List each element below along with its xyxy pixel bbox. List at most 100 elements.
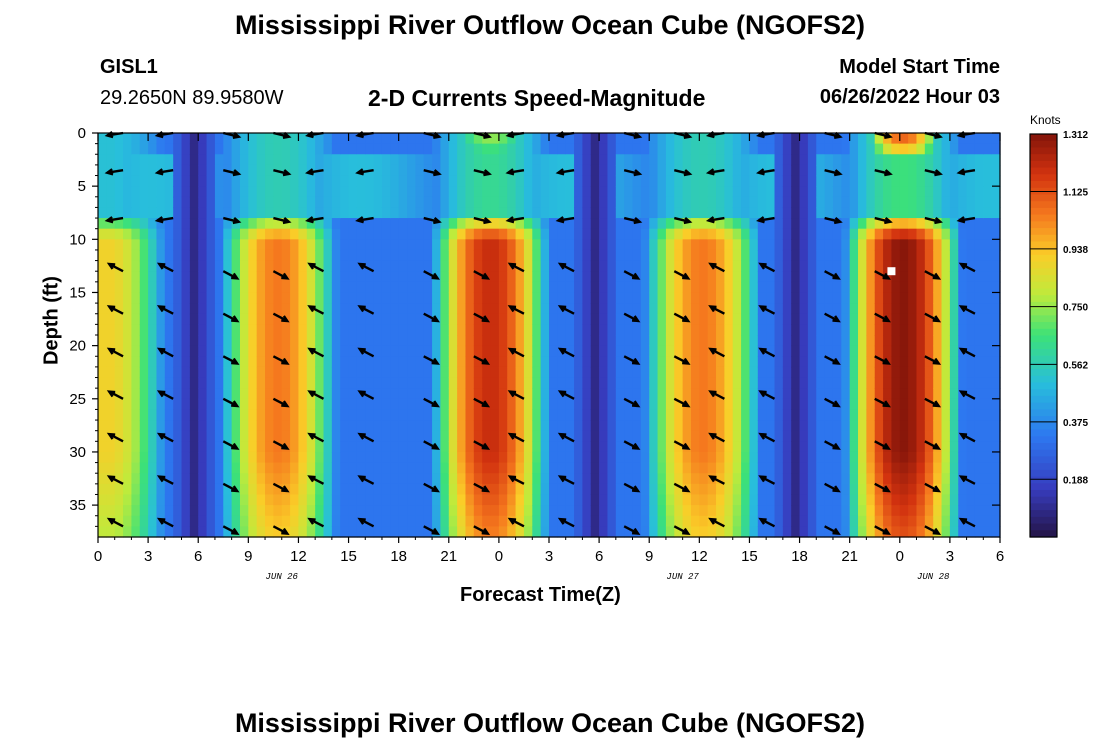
heat-cell: [214, 175, 224, 187]
heat-cell: [206, 260, 216, 272]
heat-cell: [707, 313, 717, 325]
heat-cell: [640, 239, 650, 251]
heat-cell: [523, 292, 533, 304]
heat-cell: [98, 473, 107, 485]
heat-cell: [624, 324, 634, 336]
heat-cell: [832, 505, 842, 517]
heat-cell: [356, 494, 366, 506]
heat-cell: [632, 324, 642, 336]
heat-cell: [390, 175, 400, 187]
heat-cell: [916, 281, 926, 294]
heat-cell: [732, 207, 742, 219]
heat-cell: [807, 324, 817, 336]
heat-cell: [473, 526, 483, 538]
heat-cell: [515, 207, 525, 219]
heat-cell: [774, 186, 784, 198]
heat-cell: [607, 483, 617, 496]
heat-cell: [590, 515, 600, 527]
heat-cell: [665, 133, 675, 145]
heat-cell: [682, 409, 692, 421]
heat-cell: [348, 260, 358, 272]
colorbar-swatch: [1030, 483, 1057, 491]
heat-cell: [131, 451, 141, 464]
heat-cell: [515, 398, 525, 411]
heat-cell: [908, 313, 918, 325]
heat-cell: [448, 196, 458, 209]
heat-cell: [281, 377, 291, 389]
heat-cell: [816, 154, 826, 166]
heat-cell: [732, 483, 742, 496]
heat-cell: [106, 143, 116, 155]
vector-arrowhead: [481, 357, 491, 365]
heat-cell: [532, 228, 542, 240]
heat-cell: [223, 462, 233, 474]
heat-cell: [741, 313, 751, 325]
heat-cell: [866, 515, 876, 527]
heat-cell: [841, 281, 851, 294]
heat-cell: [290, 207, 300, 219]
heat-cell: [657, 303, 667, 315]
heat-cell: [98, 505, 107, 517]
heat-cell: [657, 292, 667, 304]
heat-cell: [832, 303, 842, 315]
vector-arrowhead: [357, 475, 366, 483]
heat-cell: [498, 409, 508, 421]
heat-cell: [532, 388, 542, 400]
heat-cell: [473, 207, 483, 219]
heat-cell: [381, 483, 391, 496]
heat-cell: [340, 494, 350, 506]
heat-cell: [924, 462, 934, 474]
heat-cell: [824, 335, 834, 347]
heat-cell: [532, 494, 542, 506]
heat-cell: [590, 324, 600, 336]
heat-cell: [782, 473, 792, 485]
heat-cell: [599, 281, 609, 294]
heat-cell: [549, 228, 558, 240]
heat-cell: [807, 133, 817, 145]
heat-cell: [265, 207, 274, 219]
heat-cell: [123, 313, 133, 325]
heat-cell: [916, 228, 926, 240]
heat-cell: [741, 196, 751, 209]
heat-cell: [807, 186, 817, 198]
heat-cell: [774, 398, 784, 411]
heat-cell: [615, 143, 625, 155]
heat-cell: [766, 239, 776, 251]
heat-cell: [657, 366, 667, 379]
heat-cell: [983, 377, 993, 389]
heat-cell: [114, 228, 124, 240]
heat-cell: [482, 207, 492, 219]
heat-cell: [490, 133, 500, 145]
heat-cell: [949, 292, 959, 304]
heat-cell: [448, 164, 458, 177]
heat-cell: [665, 313, 675, 325]
heat-cell: [381, 441, 391, 453]
heat-cell: [440, 164, 450, 177]
heat-cell: [432, 430, 442, 442]
heat-cell: [924, 143, 934, 155]
heat-cell: [707, 218, 717, 230]
station-id: GISL1: [100, 56, 158, 78]
heat-cell: [365, 260, 375, 272]
heat-cell: [106, 483, 116, 496]
heat-cell: [131, 218, 141, 230]
heat-cell: [941, 218, 951, 230]
colorbar-swatch: [1030, 429, 1057, 437]
heat-cell: [599, 164, 609, 177]
heat-cell: [866, 505, 876, 517]
heat-cell: [507, 366, 517, 379]
heat-cell: [991, 441, 1001, 453]
heat-cell: [782, 154, 792, 166]
heat-cell: [582, 196, 592, 209]
heat-cell: [181, 366, 191, 379]
heat-cell: [415, 196, 425, 209]
heat-cell: [866, 164, 876, 177]
heat-cell: [958, 526, 968, 538]
heat-cell: [924, 515, 934, 527]
heat-cell: [682, 281, 692, 294]
heat-cell: [98, 196, 107, 209]
heat-cell: [916, 133, 926, 145]
heat-cell: [599, 420, 609, 432]
heat-cell: [891, 175, 901, 187]
heat-cell: [899, 356, 909, 368]
